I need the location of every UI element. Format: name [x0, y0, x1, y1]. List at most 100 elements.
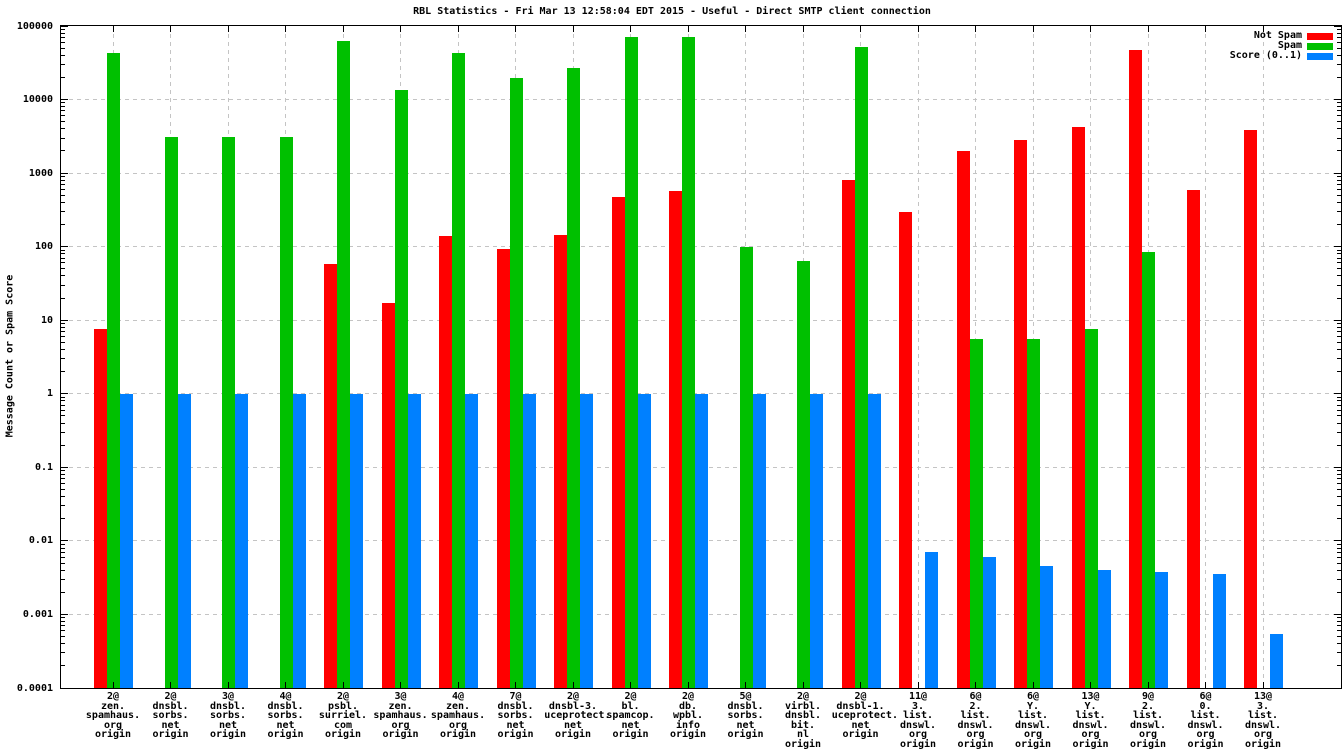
- y-axis-minor-tick: [1337, 262, 1341, 264]
- y-axis-minor-tick: [61, 32, 65, 34]
- x-tick-label: 5@ dnsbl. sorbs. net origin: [727, 691, 764, 740]
- y-axis-major-tick: [61, 687, 68, 689]
- y-axis-minor-tick: [61, 115, 65, 117]
- y-axis-minor-tick: [1337, 404, 1341, 406]
- y-axis-minor-tick: [61, 121, 65, 123]
- y-axis-minor-tick: [1337, 63, 1341, 65]
- y-axis-minor-tick: [1337, 211, 1341, 213]
- y-axis-minor-tick: [61, 211, 65, 213]
- y-axis-minor-tick: [1337, 551, 1341, 553]
- y-axis-minor-tick: [61, 341, 65, 343]
- x-axis-tick: [687, 682, 689, 688]
- y-axis-minor-tick: [61, 253, 65, 255]
- y-axis-minor-tick: [61, 262, 65, 264]
- x-tick-label: 2@ virbl. dnsbl. bit. nl origin: [784, 691, 822, 750]
- chart-title: RBL Statistics - Fri Mar 13 12:58:04 EDT…: [413, 6, 931, 17]
- y-axis-minor-tick: [1337, 102, 1341, 104]
- legend-swatch-not-spam: [1307, 32, 1333, 40]
- bar-score: [1040, 566, 1053, 688]
- y-axis-minor-tick: [61, 630, 65, 632]
- bar-spam: [567, 67, 580, 688]
- y-axis-minor-tick: [61, 323, 65, 325]
- x-axis-tick: [1262, 26, 1264, 32]
- bar-score: [580, 393, 593, 688]
- bar-spam: [107, 52, 120, 688]
- x-axis-tick: [1262, 682, 1264, 688]
- x-axis-tick: [745, 682, 746, 688]
- y-axis-major-tick: [61, 613, 68, 615]
- y-axis-minor-tick: [1337, 137, 1341, 139]
- x-axis-tick: [1090, 26, 1091, 32]
- x-axis-tick: [515, 26, 516, 32]
- x-tick-label: 2@ zen. spamhaus. org origin: [85, 691, 141, 740]
- y-axis-minor-tick: [61, 483, 65, 485]
- y-axis-minor-tick: [61, 470, 65, 472]
- y-axis-minor-tick: [1337, 473, 1341, 475]
- y-axis-minor-tick: [1337, 562, 1341, 564]
- y-axis-minor-tick: [1337, 625, 1341, 627]
- bar-not-spam: [1071, 126, 1085, 688]
- y-tick-label: 1000: [28, 167, 53, 179]
- x-tick-label: 2@ dnsbl-1. uceprotect. net origin: [831, 691, 898, 740]
- y-axis-minor-tick: [1337, 249, 1341, 251]
- bar-spam: [1084, 328, 1098, 688]
- bar-not-spam: [324, 264, 337, 688]
- y-axis-minor-tick: [61, 110, 65, 112]
- x-tick-label: 6@ 0. list. dnswl. org origin: [1187, 691, 1224, 750]
- bar-not-spam: [439, 235, 452, 688]
- y-axis-minor-tick: [61, 137, 65, 139]
- legend-swatch-spam: [1307, 42, 1333, 50]
- y-axis-minor-tick: [61, 175, 65, 177]
- bar-score: [407, 393, 421, 688]
- y-axis-minor-tick: [1337, 224, 1341, 226]
- bar-spam: [739, 246, 753, 688]
- y-axis-minor-tick: [61, 331, 65, 333]
- y-axis-minor-tick: [61, 28, 65, 30]
- y-axis-minor-tick: [61, 431, 65, 433]
- legend-label-score: Score (0..1): [1229, 50, 1302, 61]
- x-axis-tick: [170, 26, 171, 32]
- y-axis-major-tick: [61, 466, 68, 468]
- bar-score: [177, 393, 191, 688]
- y-axis-minor-tick: [1337, 284, 1341, 286]
- y-axis-minor-tick: [61, 371, 65, 373]
- x-axis-tick: [572, 26, 574, 32]
- x-axis-tick: [170, 682, 171, 688]
- y-axis-minor-tick: [1337, 358, 1341, 360]
- y-axis-minor-tick: [61, 547, 65, 549]
- bar-spam: [797, 260, 810, 688]
- y-axis-minor-tick: [61, 569, 65, 571]
- y-axis-minor-tick: [1337, 643, 1341, 645]
- y-axis-minor-tick: [1337, 275, 1341, 277]
- y-axis-minor-tick: [61, 617, 65, 619]
- x-tick-label: 3@ zen. spamhaus. org origin: [373, 691, 428, 740]
- y-axis-major-tick: [61, 99, 68, 101]
- x-tick-label: 2@ dnsbl-3. uceprotect. net origin: [544, 691, 611, 740]
- y-axis-major-tick: [61, 172, 68, 174]
- y-axis-minor-tick: [1337, 201, 1341, 203]
- y-axis-minor-tick: [61, 336, 65, 338]
- bar-not-spam: [554, 234, 567, 688]
- bar-score: [235, 393, 248, 688]
- x-axis-tick: [285, 682, 286, 688]
- legend-swatch-score: [1307, 52, 1333, 60]
- y-axis-minor-tick: [1337, 665, 1341, 667]
- bar-score: [1097, 570, 1111, 688]
- y-axis-minor-tick: [61, 400, 65, 402]
- y-axis-minor-tick: [61, 625, 65, 627]
- y-axis-minor-tick: [1337, 371, 1341, 373]
- bar-score: [465, 393, 478, 688]
- y-axis-minor-tick: [61, 284, 65, 286]
- y-axis-minor-tick: [61, 551, 65, 553]
- y-axis-minor-tick: [1337, 348, 1341, 350]
- x-tick-label: 6@ 2. list. dnswl. org origin: [957, 691, 994, 750]
- y-axis-minor-tick: [1337, 253, 1341, 255]
- y-axis-minor-tick: [1337, 47, 1341, 49]
- x-axis-tick: [975, 26, 976, 32]
- bar-spam: [222, 136, 235, 688]
- bar-spam: [682, 37, 695, 688]
- y-axis-minor-tick: [1337, 331, 1341, 333]
- y-axis-minor-tick: [61, 478, 65, 480]
- grid-line-y: [61, 172, 1341, 174]
- x-axis-tick: [1205, 26, 1206, 32]
